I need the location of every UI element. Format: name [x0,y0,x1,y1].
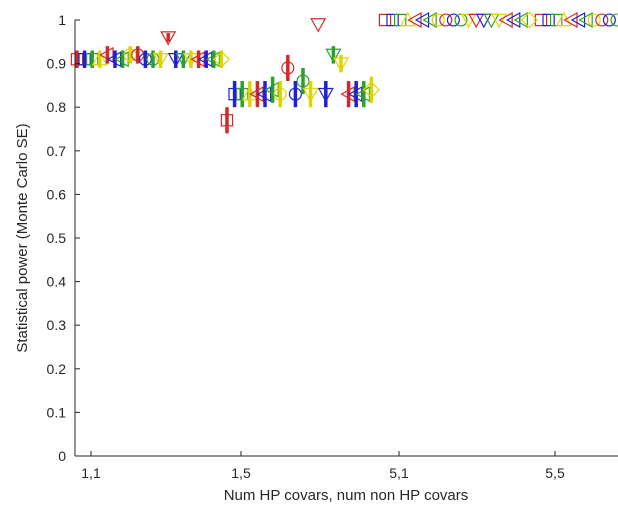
y-axis-label: Statistical power (Monte Carlo SE) [14,123,31,352]
data-point [542,13,555,27]
data-marks [70,11,618,134]
data-point [555,11,572,27]
data-point [520,11,538,29]
data-point [578,11,593,29]
y-tick-label: 0.2 [47,361,67,377]
y-tick-label: 0.8 [47,99,67,115]
data-point [241,85,258,101]
data-point [256,86,272,103]
data-point [114,51,129,68]
y-tick-label: 0.9 [47,56,67,72]
data-point [483,13,500,29]
data-point [439,13,453,27]
data-point [407,11,422,29]
data-point [99,46,114,63]
data-point [355,86,370,103]
data-point [197,51,213,68]
axes [74,20,618,457]
data-point [212,50,230,68]
y-tick-label: 1 [58,12,66,28]
y-tick-label: 0.1 [47,404,67,420]
data-point [160,31,177,46]
data-point [106,51,122,68]
data-point [475,13,492,29]
data-point [570,11,586,29]
y-ticks: 0 0.1 0.2 0.3 0.4 0.5 0.6 0.7 0.8 0.9 1 [47,12,80,464]
x-tick-label: 5,1 [389,465,409,481]
data-point [446,13,460,27]
data-point [602,13,616,27]
x-axis-label: Num HP covars, num non HP covars [224,487,469,504]
x-tick-label: 1,1 [81,465,101,481]
data-point [264,81,279,98]
data-point [220,114,234,127]
data-point [431,13,445,27]
data-point [347,86,363,103]
data-point [182,53,200,68]
data-point [422,11,437,29]
data-point [317,87,334,103]
data-point [340,86,355,103]
data-point [563,11,578,29]
data-point [587,13,601,27]
data-point [91,51,108,66]
data-point [595,13,609,27]
y-tick-label: 0 [58,448,66,464]
data-point [190,51,205,68]
y-tick-label: 0.5 [47,230,67,246]
data-point [310,18,327,33]
data-point [362,81,380,99]
y-tick-label: 0.4 [47,274,67,290]
y-tick-label: 0.3 [47,317,67,333]
data-point [70,53,84,66]
data-point [378,13,392,27]
data-point [152,53,169,68]
data-point [414,11,430,29]
data-point [505,11,521,29]
data-point [386,13,399,27]
data-point [610,13,618,27]
data-point [498,11,513,29]
data-point [534,13,548,27]
data-point [399,11,416,27]
data-point [281,61,295,75]
data-point [273,87,287,101]
data-point [78,53,91,66]
data-point [228,87,241,101]
data-point [513,11,529,29]
x-ticks: 1,1 1,5 5,1 5,5 [81,451,565,481]
data-point [490,13,508,29]
data-point [249,86,264,103]
data-point [468,13,485,29]
data-point [325,48,342,64]
y-tick-label: 0.6 [47,186,67,202]
data-point [205,51,220,68]
data-point [302,87,319,103]
x-tick-label: 5,5 [545,465,565,481]
y-tick-label: 0.7 [47,143,67,159]
x-tick-label: 1,5 [231,465,251,481]
data-point [332,57,350,72]
